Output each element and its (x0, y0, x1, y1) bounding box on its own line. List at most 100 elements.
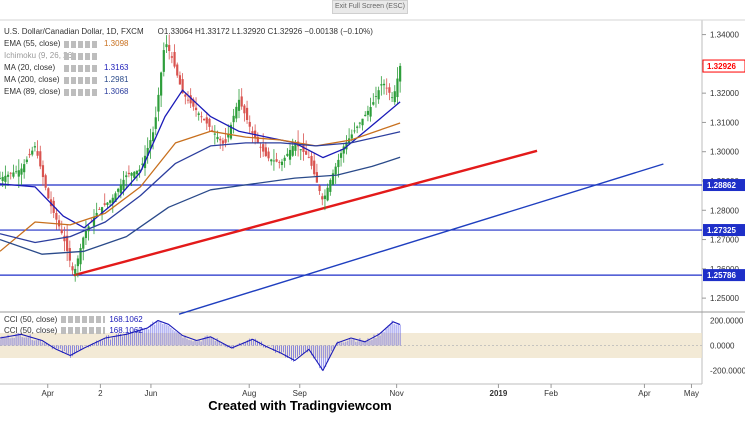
candle-body (146, 147, 149, 156)
cci-tick-label: 200.0000 (710, 317, 744, 326)
candle-body (229, 124, 233, 139)
legend-ma200[interactable]: MA (200, close) 1.2981 (4, 74, 373, 86)
candle-body (353, 130, 356, 132)
candle-body (47, 188, 50, 199)
time-tick-label: Feb (544, 389, 558, 398)
time-tick-label: Apr (638, 389, 651, 398)
candle-body (235, 106, 238, 119)
candle-body (377, 90, 380, 100)
time-tick-label: May (684, 389, 699, 398)
candle-body (286, 153, 289, 156)
candle-body (15, 171, 18, 173)
legend-ema89[interactable]: EMA (89, close) 1.3068 (4, 86, 373, 98)
candle-body (84, 230, 88, 239)
candle-body (345, 142, 348, 150)
candle-body (149, 140, 152, 149)
candle-body (154, 117, 157, 129)
candle-body (326, 187, 329, 201)
candle-body (68, 248, 71, 261)
candle-body (127, 172, 131, 175)
candle-body (130, 172, 133, 176)
candle-body (259, 146, 262, 148)
candle-body (181, 79, 184, 94)
candle-body (396, 78, 399, 98)
candle-body (272, 160, 276, 162)
candle-body (393, 91, 396, 103)
time-tick-label: Nov (390, 389, 404, 398)
legend-ma200-controls[interactable] (64, 76, 98, 84)
price-label-text: 1.28862 (707, 181, 736, 190)
candle-body (323, 195, 327, 200)
candle-body (224, 139, 227, 143)
trendline (178, 163, 664, 315)
legend-ma20-controls[interactable] (64, 64, 98, 72)
candle-body (291, 146, 294, 156)
legend-ema55[interactable]: EMA (55, close) 1.3098 (4, 38, 373, 50)
exit-fullscreen-button[interactable]: Exit Full Screen (ESC) (332, 0, 408, 14)
oscillator-legend: CCI (50, close) 168.1062 CCI (50, close)… (4, 314, 143, 336)
candle-body (36, 151, 39, 156)
candle-body (17, 170, 20, 177)
candle-body (141, 163, 144, 165)
candle-body (1, 176, 4, 182)
time-tick-label: Jun (144, 389, 157, 398)
title-row: U.S. Dollar/Canadian Dollar, 1D, FXCM O1… (4, 26, 373, 38)
candle-body (157, 94, 160, 112)
candle-body (350, 134, 353, 139)
candle-body (138, 169, 141, 172)
legend-cci-controls[interactable] (61, 316, 106, 323)
candle-body (310, 155, 313, 166)
legend-cci-label: CCI (50, close) (4, 315, 58, 324)
candle-body (200, 116, 203, 118)
candle-body (361, 118, 364, 126)
time-tick-label: Sep (293, 389, 308, 398)
price-label-box (703, 224, 745, 237)
indicator-line (0, 156, 401, 255)
candle-body (160, 72, 163, 96)
candle-body (232, 115, 235, 123)
indicator-line (0, 89, 401, 229)
candle-body (211, 130, 214, 131)
candle-body (369, 106, 372, 117)
candle-body (103, 203, 106, 205)
candle-body (213, 133, 216, 135)
candle-body (23, 164, 26, 173)
candle-body (270, 159, 273, 162)
legend-ema55-controls[interactable] (64, 40, 98, 48)
candle-body (248, 121, 251, 127)
legend-cci2-controls[interactable] (61, 327, 106, 334)
candle-body (280, 161, 284, 166)
candle-body (95, 212, 98, 216)
legend-ichimoku-label: Ichimoku (9, 26, 26) (4, 51, 75, 60)
legend-ma20[interactable]: MA (20, close) 1.3163 (4, 62, 373, 74)
candle-body (382, 83, 386, 86)
legend-cci2[interactable]: CCI (50, close) 168.1062 (4, 325, 143, 336)
candle-body (278, 162, 281, 163)
time-tick-label: 2019 (490, 389, 508, 398)
legend-cci[interactable]: CCI (50, close) 168.1062 (4, 314, 143, 325)
candle-body (342, 146, 345, 154)
candle-body (33, 146, 37, 148)
candle-body (170, 56, 173, 58)
legend-ichimoku-controls[interactable] (64, 52, 98, 60)
candle-body (125, 175, 128, 178)
candle-body (82, 237, 85, 249)
candle-body (41, 165, 45, 178)
candle-body (267, 151, 270, 159)
candle-body (176, 64, 179, 76)
candle-body (256, 136, 259, 143)
cci-tick-label: 0.0000 (710, 342, 735, 351)
candle-body (57, 220, 61, 227)
candle-body (173, 51, 176, 67)
candle-body (31, 150, 34, 155)
candle-body (243, 105, 246, 114)
candle-body (106, 202, 109, 205)
legend-ema89-controls[interactable] (64, 88, 98, 96)
legend-ichimoku[interactable]: Ichimoku (9, 26, 26) (4, 50, 373, 62)
candle-body (165, 44, 168, 48)
candle-body (307, 156, 310, 158)
price-label-text: 1.32926 (707, 62, 736, 71)
candle-body (305, 151, 308, 155)
